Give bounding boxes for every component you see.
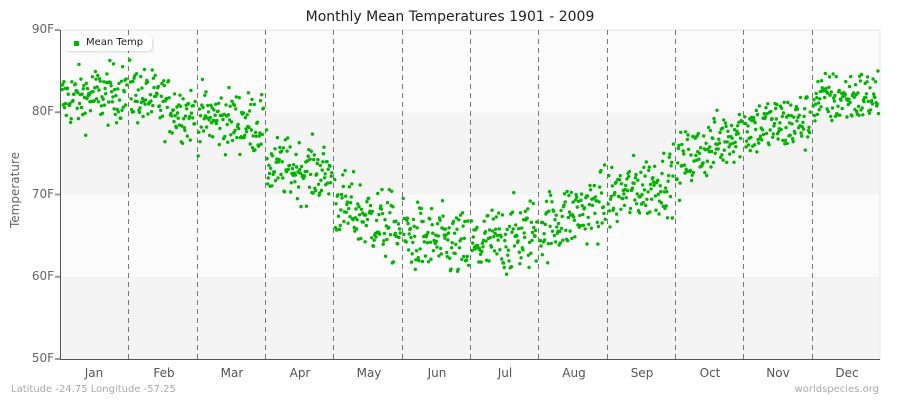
chart-title: Monthly Mean Temperatures 1901 - 2009 bbox=[305, 9, 595, 25]
x-tick-dec: Dec bbox=[835, 366, 859, 380]
y-tick-70: 70F bbox=[31, 187, 54, 201]
y-tick-90: 90F bbox=[31, 22, 54, 36]
x-tick-apr: Apr bbox=[289, 366, 311, 380]
location-caption: Latitude -24.75 Longitude -57.25 bbox=[11, 384, 176, 395]
x-tick-may: May bbox=[356, 366, 382, 380]
x-tick-mar: Mar bbox=[220, 366, 244, 380]
x-tick-aug: Aug bbox=[562, 366, 586, 380]
y-tick-60: 60F bbox=[31, 269, 54, 283]
x-tick-oct: Oct bbox=[699, 366, 721, 380]
source-caption: worldspecies.org bbox=[794, 384, 879, 395]
x-tick-jun: Jun bbox=[427, 366, 447, 380]
x-tick-jul: Jul bbox=[497, 366, 513, 380]
legend: Mean Temp bbox=[64, 36, 152, 51]
x-tick-feb: Feb bbox=[153, 366, 175, 380]
y-tick-80: 80F bbox=[31, 104, 54, 118]
y-tick-50: 50F bbox=[31, 351, 54, 365]
x-tick-jan: Jan bbox=[84, 366, 104, 380]
x-tick-sep: Sep bbox=[630, 366, 654, 380]
legend-swatch-icon bbox=[74, 41, 79, 46]
x-tick-nov: Nov bbox=[766, 366, 790, 380]
y-axis-label: Temperature bbox=[8, 151, 22, 228]
legend-label: Mean Temp bbox=[86, 37, 144, 48]
